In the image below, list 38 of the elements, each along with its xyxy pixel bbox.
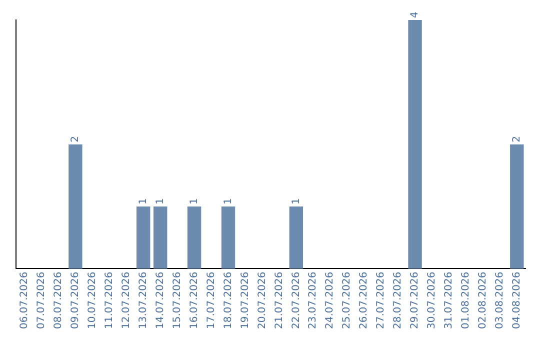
x-tick-label: 02.08.2026 <box>478 272 489 330</box>
x-tick-label: 17.07.2026 <box>206 272 217 330</box>
x-tick-label: 09.07.2026 <box>70 272 82 330</box>
x-tick-label: 03.08.2026 <box>494 272 506 330</box>
data-label: 1 <box>188 198 200 205</box>
data-label: 1 <box>154 198 166 205</box>
x-tick-label: 20.07.2026 <box>256 272 268 330</box>
x-tick-label: 04.08.2026 <box>511 272 522 330</box>
data-label: 1 <box>290 198 302 205</box>
x-tick-label: 08.07.2026 <box>53 272 64 330</box>
x-tick-label: 27.07.2026 <box>376 272 387 330</box>
x-tick-label: 23.07.2026 <box>308 272 319 330</box>
x-tick-label: 21.07.2026 <box>274 272 285 330</box>
data-label: 1 <box>222 198 234 205</box>
x-tick-label: 06.07.2026 <box>19 272 30 330</box>
x-tick-label: 30.07.2026 <box>426 272 438 330</box>
x-tick-label: 12.07.2026 <box>120 272 132 330</box>
x-tick-label: 15.07.2026 <box>172 272 183 330</box>
x-tick-label: 22.07.2026 <box>290 272 302 330</box>
data-label: 2 <box>511 136 522 142</box>
x-tick-label: 26.07.2026 <box>358 272 370 330</box>
x-tick-label: 01.08.2026 <box>460 272 472 330</box>
x-tick-label: 11.07.2026 <box>104 272 115 330</box>
x-tick-label: 14.07.2026 <box>154 272 166 330</box>
x-tick-label: 31.07.2026 <box>444 272 455 330</box>
x-tick-label: 29.07.2026 <box>410 272 421 330</box>
x-tick-label: 28.07.2026 <box>392 272 404 330</box>
x-tick-label: 16.07.2026 <box>188 272 200 330</box>
x-tick-label: 07.07.2026 <box>36 272 48 330</box>
data-label: 1 <box>138 198 149 205</box>
x-tick-label: 18.07.2026 <box>222 272 234 330</box>
data-label: 2 <box>70 136 82 142</box>
x-tick-label: 24.07.2026 <box>324 272 336 330</box>
x-tick-label: 13.07.2026 <box>138 272 149 330</box>
data-label: 4 <box>410 12 421 18</box>
x-tick-label: 10.07.2026 <box>87 272 98 330</box>
x-tick-label: 25.07.2026 <box>342 272 353 330</box>
x-tick-label: 19.07.2026 <box>240 272 251 330</box>
